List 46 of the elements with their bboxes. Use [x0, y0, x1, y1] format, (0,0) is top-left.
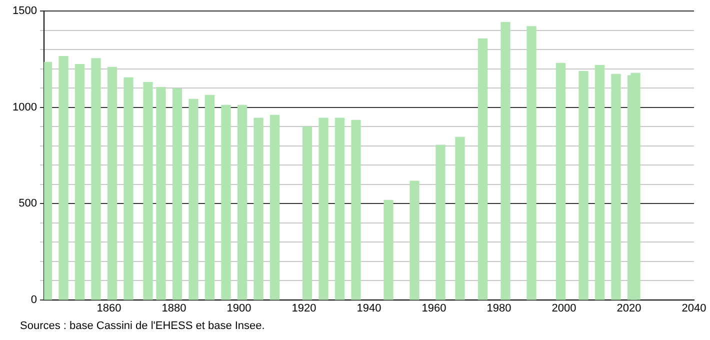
bar [526, 26, 536, 300]
bar [455, 136, 465, 300]
x-tick-label: 1940 [356, 302, 382, 315]
bar [58, 56, 68, 300]
bar [478, 38, 488, 300]
bar [611, 74, 621, 300]
bar [107, 66, 118, 300]
bar [500, 22, 510, 300]
x-tick-label: 1920 [292, 302, 316, 315]
source-note: Sources : base Cassini de l'EHESS et base Insee. [20, 320, 265, 332]
bar [578, 70, 588, 300]
bar [334, 118, 345, 300]
x-tick-label: 1860 [96, 302, 122, 315]
bar [44, 62, 52, 300]
bar [188, 98, 198, 300]
bar [204, 94, 215, 300]
y-tick-label: 500 [18, 198, 37, 210]
x-tick-label: 2040 [682, 302, 706, 315]
x-tick-label: 1900 [226, 302, 252, 315]
bar [254, 118, 264, 300]
bar [172, 88, 182, 300]
x-tick-label: 2020 [616, 302, 642, 315]
bar [221, 104, 231, 300]
x-tick-label: 1980 [486, 302, 512, 315]
bar [74, 64, 85, 300]
bar [594, 65, 605, 300]
y-tick-label: 0 [30, 294, 37, 306]
bar [302, 126, 312, 300]
y-tick-label: 1500 [12, 5, 37, 18]
x-tick-label: 1960 [422, 302, 446, 315]
bar [627, 75, 638, 300]
bar [318, 118, 328, 300]
x-tick-label: 1880 [162, 302, 186, 315]
bar [556, 62, 566, 300]
bar [143, 82, 153, 300]
bar [124, 77, 134, 300]
bar [156, 86, 166, 300]
bar [270, 114, 280, 300]
bar [436, 144, 446, 300]
bar [384, 200, 394, 300]
bar [410, 180, 420, 300]
bar [91, 58, 101, 300]
bar [237, 104, 248, 300]
bar [351, 120, 361, 300]
x-tick-label: 2000 [552, 302, 576, 315]
y-tick-label: 1000 [12, 101, 37, 114]
